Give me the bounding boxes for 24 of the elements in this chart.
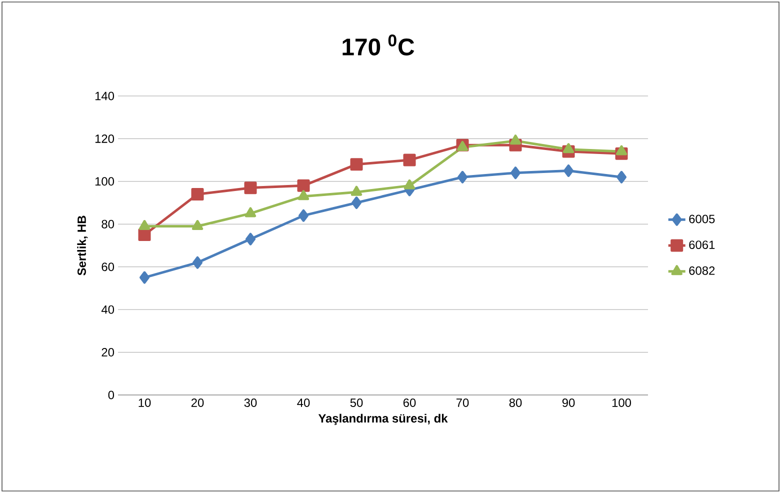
y-tick-label: 80 [102, 220, 114, 228]
chart-title: 170 $^{0}$C [342, 34, 414, 56]
x-tick-label: 60 [403, 398, 416, 407]
x-tick-label: 40 [297, 398, 310, 407]
x-tick-label: 50 [350, 398, 363, 407]
legend-label: 6005 [689, 214, 715, 224]
x-tick-label: 70 [456, 398, 469, 407]
y-tick-label: 120 [95, 134, 114, 143]
x-tick-label: 20 [191, 398, 204, 407]
x-axis-title: Yaşlandırma süresi, dk [318, 414, 448, 425]
x-tick-label: 100 [612, 398, 632, 407]
legend-label: 6061 [689, 240, 715, 250]
y-tick-label: 100 [95, 177, 114, 186]
y-axis-title: Sertlik, HB [77, 216, 88, 276]
x-tick-label: 10 [138, 398, 151, 407]
x-tick-label: 30 [244, 398, 257, 407]
legend-label: 6082 [689, 266, 715, 275]
y-tick-label: 40 [101, 305, 114, 314]
y-tick-label: 0 [108, 390, 114, 400]
x-tick-label: 80 [509, 398, 522, 407]
y-tick-label: 20 [102, 348, 114, 356]
y-tick-label: 60 [102, 262, 114, 272]
y-tick-label: 140 [95, 92, 114, 100]
x-tick-label: 90 [562, 398, 575, 407]
